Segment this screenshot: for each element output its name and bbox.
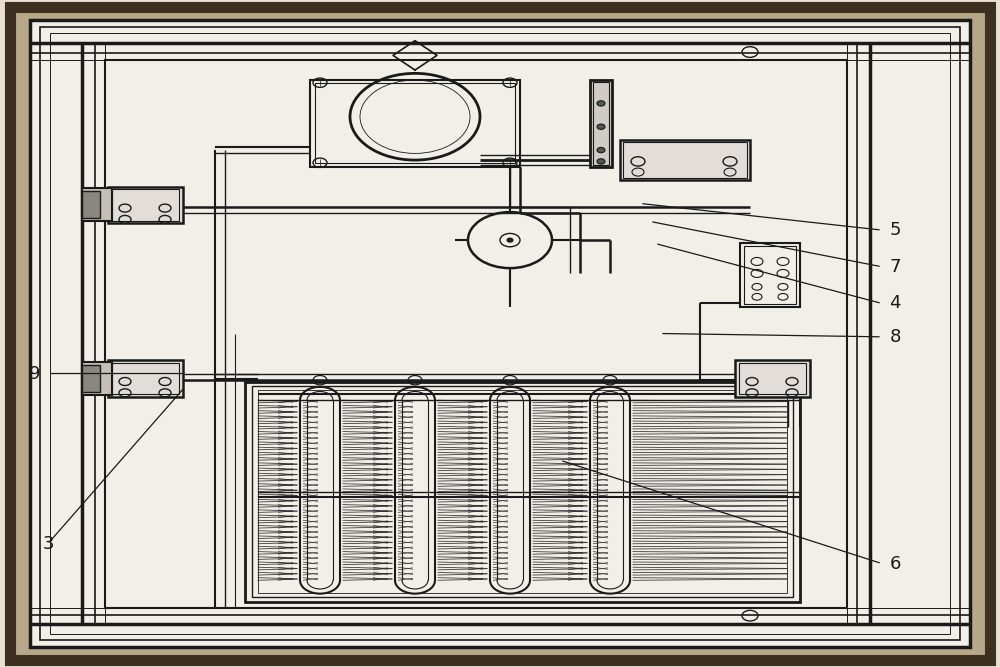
- Circle shape: [597, 101, 605, 106]
- Bar: [108, 360, 183, 397]
- Bar: [590, 80, 612, 167]
- Bar: [258, 390, 787, 593]
- Bar: [112, 363, 179, 394]
- Bar: [735, 360, 810, 397]
- Circle shape: [597, 124, 605, 129]
- Bar: [82, 191, 100, 218]
- Bar: [593, 82, 609, 165]
- Bar: [623, 142, 747, 178]
- Bar: [108, 187, 183, 223]
- Bar: [82, 365, 100, 392]
- Bar: [245, 382, 800, 602]
- Circle shape: [597, 147, 605, 153]
- Bar: [315, 83, 515, 163]
- Text: 8: 8: [889, 328, 901, 346]
- Bar: [82, 188, 112, 221]
- Circle shape: [597, 159, 605, 164]
- Circle shape: [507, 238, 513, 242]
- Bar: [82, 362, 112, 395]
- Bar: [740, 243, 800, 307]
- Text: 5: 5: [889, 221, 901, 239]
- Bar: [744, 246, 796, 304]
- Text: 4: 4: [889, 295, 901, 312]
- Bar: [252, 386, 793, 597]
- Bar: [310, 80, 520, 167]
- Text: 3: 3: [42, 535, 54, 552]
- Text: 7: 7: [889, 258, 901, 275]
- Text: 6: 6: [889, 555, 901, 572]
- Bar: [739, 363, 806, 394]
- Bar: [112, 189, 179, 221]
- Bar: [620, 140, 750, 180]
- Bar: [105, 60, 847, 608]
- Text: 9: 9: [29, 365, 41, 382]
